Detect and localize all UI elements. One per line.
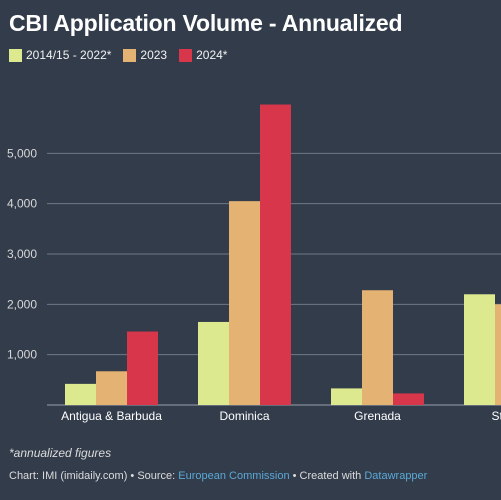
chart-footer: Chart: IMI (imidaily.com) • Source: Euro…: [9, 470, 427, 482]
legend-item-series-1: 2014/15 - 2022*: [9, 48, 111, 62]
y-tick-label: 4,000: [7, 197, 37, 211]
bar: [495, 304, 501, 405]
legend-label-series-1: 2014/15 - 2022*: [26, 48, 112, 62]
bar: [331, 388, 362, 405]
bar: [127, 331, 158, 405]
x-tick-label: Antigua & Barbuda: [61, 409, 162, 423]
legend-label-series-3: 2024*: [196, 48, 228, 62]
legend-item-series-3: 2024*: [179, 48, 227, 62]
source-link[interactable]: European Commission: [178, 470, 290, 482]
bar: [229, 201, 260, 405]
y-tick-label: 2,000: [7, 297, 37, 311]
footer-created-with: • Created with: [289, 470, 365, 482]
y-tick-label: 1,000: [7, 348, 37, 362]
bar: [96, 371, 127, 405]
legend-item-series-2: 2023: [123, 48, 167, 62]
y-tick-label: 3,000: [7, 247, 37, 261]
bar: [464, 294, 495, 405]
bar: [198, 321, 229, 405]
footer-credit: Chart: IMI (imidaily.com) • Source:: [9, 470, 179, 482]
x-tick-label: Grenada: [354, 409, 401, 423]
bar: [393, 393, 424, 405]
bar: [65, 383, 96, 405]
bar: [362, 290, 393, 405]
chart-title: CBI Application Volume - Annualized: [9, 10, 403, 36]
datawrapper-link[interactable]: Datawrapper: [364, 470, 428, 482]
x-tick-label: St Kitts: [491, 409, 501, 423]
bar-chart: 1,000 2,000 3,000 4,000 5,000 Antigua & Barbu…: [7, 104, 501, 423]
x-tick-label: Dominica: [219, 409, 269, 423]
y-tick-label: 5,000: [7, 146, 37, 160]
chart-legend: 2014/15 - 2022* 2023 2024*: [9, 48, 227, 62]
legend-swatch-series-3: [179, 48, 193, 62]
bar: [260, 104, 291, 405]
chart-note: *annualized figures: [9, 446, 112, 460]
legend-swatch-series-2: [123, 48, 137, 62]
legend-swatch-series-1: [9, 48, 22, 62]
legend-label-series-2: 2023: [140, 48, 168, 62]
